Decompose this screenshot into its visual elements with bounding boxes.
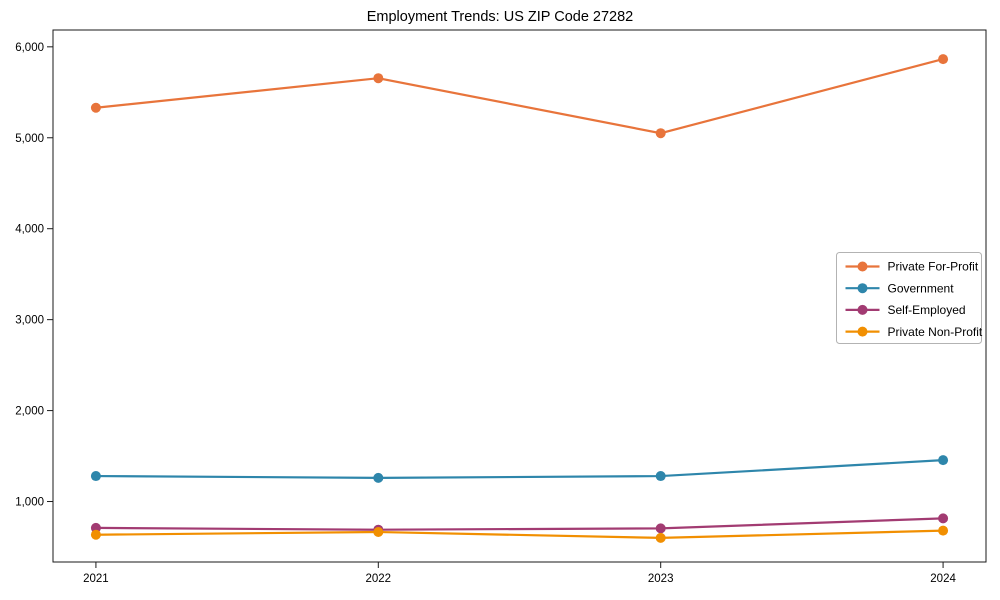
plot-border (52, 29, 987, 563)
data-point (655, 523, 666, 534)
legend-label: Self-Employed (888, 303, 966, 317)
chart-title: Employment Trends: US ZIP Code 27282 (366, 9, 634, 25)
data-point (938, 455, 949, 466)
x-tick-label: 2021 (83, 573, 109, 585)
data-point (655, 471, 666, 482)
y-tick-label: 5,000 (15, 133, 44, 145)
legend-label: Private For-Profit (888, 260, 979, 274)
data-point (938, 513, 949, 524)
legend-marker (857, 304, 868, 315)
y-tick-label: 2,000 (15, 406, 44, 418)
data-point (90, 529, 101, 540)
data-point (655, 532, 666, 543)
legend-box (836, 252, 982, 344)
x-tick-label: 2024 (930, 573, 956, 585)
y-tick-label: 1,000 (15, 497, 44, 509)
series-line (95, 58, 944, 135)
y-tick-label: 6,000 (15, 42, 44, 54)
x-tick-label: 2023 (648, 573, 674, 585)
data-point (655, 128, 666, 139)
data-point (90, 102, 101, 113)
data-point (373, 73, 384, 84)
data-point (373, 526, 384, 537)
y-tick-label: 4,000 (15, 224, 44, 236)
data-point (938, 525, 949, 536)
series-line (95, 459, 944, 479)
legend-marker (857, 261, 868, 272)
legend-marker (857, 326, 868, 337)
legend-marker (857, 283, 868, 294)
series-line (95, 529, 944, 540)
y-tick-label: 3,000 (15, 315, 44, 327)
legend-label: Private Non-Profit (888, 325, 983, 339)
data-point (90, 471, 101, 482)
series-line (95, 517, 944, 531)
legend-label: Government (888, 281, 955, 295)
data-point (373, 472, 384, 483)
x-tick-label: 2022 (366, 573, 392, 585)
data-point (938, 54, 949, 65)
